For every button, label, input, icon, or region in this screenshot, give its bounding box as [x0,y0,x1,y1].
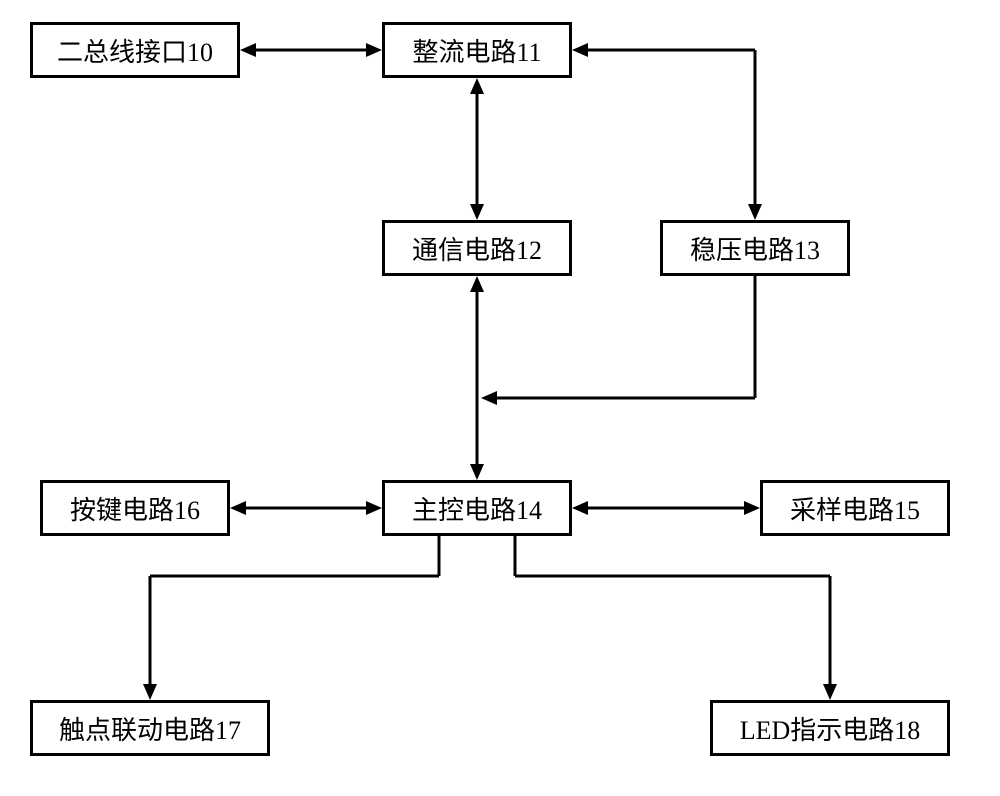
node-label: 采样电路15 [790,490,920,527]
node-label: 主控电路14 [412,490,542,527]
node-label: 整流电路11 [412,32,541,69]
node-label: 二总线接口10 [57,32,213,69]
node-label: 触点联动电路17 [59,710,241,747]
node-label: LED指示电路18 [740,710,921,747]
node-label: 通信电路12 [412,230,542,267]
node-bus-interface-10: 二总线接口10 [30,22,240,78]
diagram-stage: 二总线接口10 整流电路11 通信电路12 稳压电路13 主控电路14 采样电路… [0,0,1000,796]
node-led-indicator-circuit-18: LED指示电路18 [710,700,950,756]
node-main-control-circuit-14: 主控电路14 [382,480,572,536]
edges-layer [0,0,1000,796]
node-label: 稳压电路13 [690,230,820,267]
node-sampling-circuit-15: 采样电路15 [760,480,950,536]
node-button-circuit-16: 按键电路16 [40,480,230,536]
node-contact-linkage-circuit-17: 触点联动电路17 [30,700,270,756]
node-rectifier-circuit-11: 整流电路11 [382,22,572,78]
node-label: 按键电路16 [70,490,200,527]
node-voltage-regulator-circuit-13: 稳压电路13 [660,220,850,276]
node-communication-circuit-12: 通信电路12 [382,220,572,276]
